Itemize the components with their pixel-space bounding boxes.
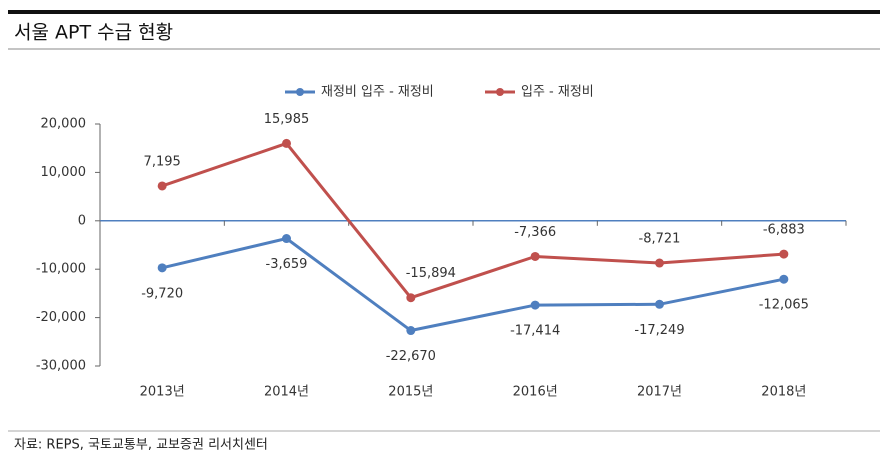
- point: [779, 249, 789, 259]
- data-label: 15,985: [264, 112, 310, 127]
- data-label: -17,414: [510, 324, 560, 339]
- legend-marker: [296, 88, 304, 96]
- data-label: 7,195: [144, 154, 181, 169]
- point: [406, 293, 416, 303]
- source: 자료: REPS, 국토교통부, 교보증권 리서치센터: [14, 438, 268, 453]
- x-tick-label: 2016년: [513, 385, 558, 400]
- data-label: -6,883: [763, 223, 805, 238]
- x-tick-label: 2017년: [637, 385, 682, 400]
- series-line: [161, 236, 785, 333]
- data-label: -3,659: [266, 257, 308, 272]
- point: [530, 300, 540, 310]
- data-label: -7,366: [514, 225, 556, 240]
- data-label: -9,720: [141, 286, 183, 301]
- point: [282, 138, 291, 148]
- x-tick-label: 2018년: [761, 385, 806, 400]
- top-rule: [8, 10, 880, 14]
- data-label: -8,721: [639, 232, 681, 247]
- y-tick-label: 10,000: [41, 165, 87, 180]
- x-tick-label: 2014년: [264, 385, 309, 400]
- data-label: -17,249: [634, 323, 684, 338]
- legend-label: 재정비 입주 - 재정비: [321, 85, 434, 100]
- point: [530, 251, 540, 261]
- y-tick-label: -10,000: [36, 262, 86, 277]
- data-label: -15,894: [406, 266, 456, 281]
- y-tick-label: -20,000: [36, 310, 86, 325]
- point: [406, 326, 416, 336]
- point: [655, 299, 664, 309]
- legend-marker: [496, 88, 504, 96]
- x-tick-label: 2013년: [140, 385, 185, 400]
- point: [282, 234, 291, 244]
- x-tick-label: 2015년: [388, 385, 433, 400]
- y-tick-label: 0: [78, 213, 86, 228]
- data-label: -22,670: [386, 349, 436, 364]
- page-title: 서울 APT 수급 현황: [14, 22, 173, 44]
- legend-label: 입주 - 재정비: [521, 85, 594, 100]
- y-tick-label: -30,000: [36, 359, 86, 374]
- point: [779, 274, 789, 284]
- point: [157, 181, 167, 191]
- point: [655, 258, 664, 268]
- data-label: -12,065: [759, 298, 809, 313]
- series-line: [161, 141, 784, 300]
- y-tick-label: 20,000: [41, 117, 87, 132]
- point: [157, 263, 167, 273]
